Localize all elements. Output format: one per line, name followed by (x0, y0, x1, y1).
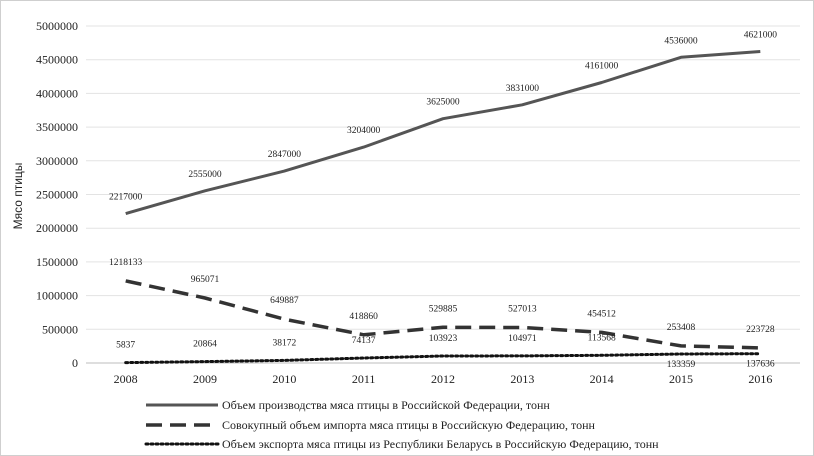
x-tick-label: 2014 (590, 372, 614, 386)
data-label: 418860 (349, 312, 378, 322)
data-label: 38172 (272, 338, 296, 348)
series-line-3 (124, 352, 762, 365)
data-label: 2847000 (268, 150, 302, 160)
data-label: 527013 (508, 304, 537, 314)
data-label: 133359 (667, 360, 696, 370)
data-label: 223728 (746, 325, 775, 335)
data-label: 1218133 (109, 258, 143, 268)
data-label: 3831000 (506, 84, 540, 94)
y-tick-label: 3500000 (36, 120, 78, 134)
x-tick-label: 2013 (510, 372, 534, 386)
y-tick-label: 2500000 (36, 188, 78, 202)
legend: Объем производства мяса птицы в Российск… (144, 398, 659, 451)
data-label: 104971 (508, 334, 537, 344)
y-tick-label: 4500000 (36, 53, 78, 67)
data-label: 103923 (429, 334, 458, 344)
data-label: 3204000 (347, 126, 381, 136)
x-axis-ticks: 2008 2009 2010 2011 2012 2013 2014 2015 2016 (114, 372, 773, 386)
y-tick-label: 500000 (42, 322, 78, 336)
data-label: 113568 (588, 333, 616, 343)
x-tick-label: 2012 (431, 372, 455, 386)
data-label: 965071 (191, 275, 220, 285)
x-tick-label: 2015 (669, 372, 693, 386)
y-tick-label: 5000000 (36, 19, 78, 33)
data-label: 74137 (352, 336, 376, 346)
y-axis-label: Мясо птицы (11, 163, 25, 230)
legend-label-2: Совокупный объем импорта мяса птицы в Ро… (222, 418, 595, 432)
x-tick-label: 2016 (748, 372, 772, 386)
y-tick-label: 3000000 (36, 154, 78, 168)
y-tick-label: 2000000 (36, 221, 78, 235)
data-label: 4621000 (744, 31, 778, 41)
data-label: 20864 (193, 340, 217, 350)
series-line-1 (125, 50, 761, 216)
x-tick-label: 2008 (114, 372, 138, 386)
y-tick-label: 1500000 (36, 255, 78, 269)
x-tick-label: 2011 (352, 372, 376, 386)
gridlines (86, 25, 800, 364)
data-label: 649887 (270, 296, 299, 306)
y-axis-ticks: 0 500000 1000000 1500000 2000000 2500000 30000… (36, 19, 78, 370)
series-line-2 (125, 279, 761, 350)
legend-label-1: Объем производства мяса птицы в Российск… (222, 398, 550, 412)
data-label: 253408 (667, 323, 696, 333)
x-tick-label: 2009 (193, 372, 217, 386)
data-label: 5837 (116, 341, 135, 351)
data-label: 4161000 (585, 62, 619, 72)
data-label: 4536000 (664, 36, 698, 46)
series-lines (124, 50, 762, 365)
data-label: 454512 (587, 309, 616, 319)
data-label: 137636 (746, 360, 775, 370)
data-label: 2555000 (188, 170, 222, 180)
y-tick-label: 1000000 (36, 289, 78, 303)
y-tick-label: 0 (72, 356, 78, 370)
data-labels: 2217000 2555000 2847000 3204000 3625000 38310… (109, 31, 777, 370)
data-label: 529885 (429, 304, 458, 314)
legend-label-3: Объем экспорта мяса птицы из Республики … (222, 437, 659, 451)
x-tick-label: 2010 (272, 372, 296, 386)
data-label: 3625000 (426, 98, 460, 108)
y-tick-label: 4000000 (36, 86, 78, 100)
data-label: 2217000 (109, 193, 143, 203)
